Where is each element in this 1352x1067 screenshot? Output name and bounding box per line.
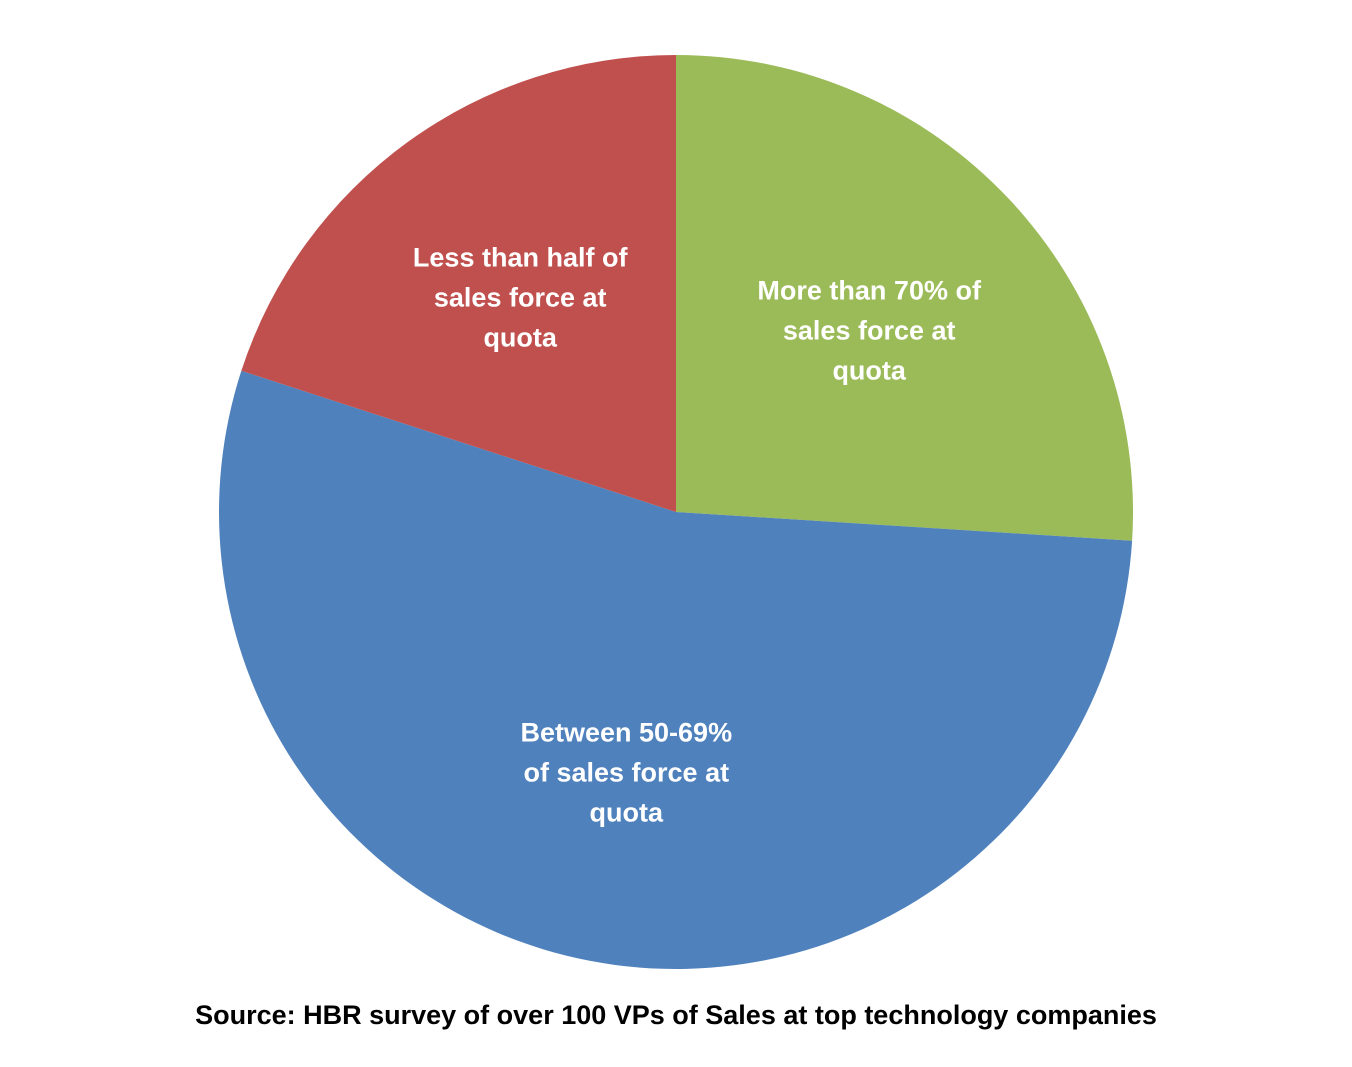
pie-slice-label-line: sales force at	[783, 316, 956, 346]
pie-slice-less-than-half-of-sales-force-at-quota	[241, 55, 676, 512]
pie-slice-label-line: quota	[483, 323, 557, 353]
pie-slice-label-between-50-69-of-sales-force-at-quota: Between 50-69% of sales force at quota	[520, 717, 732, 827]
pie-slice-between-50-69-of-sales-force-at-quota	[219, 370, 1133, 970]
pie-chart-svg: More than 70% of sales force at quotaBetwe…	[219, 54, 1134, 970]
labels-group: More than 70% of sales force at quotaBetwe…	[413, 243, 982, 828]
source-caption: Source: HBR survey of over 100 VPs of Sa…	[195, 1000, 1157, 1030]
pie-slice-label-more-than-70-of-sales-force-at-quota: More than 70% of sales force at quota	[757, 276, 982, 386]
pie-slice-more-than-70-of-sales-force-at-quota	[676, 54, 1134, 541]
pie-slice-label-line: quota	[590, 797, 664, 827]
pie-slice-label-less-than-half-of-sales-force-at-quota: Less than half of sales force at quota	[413, 243, 629, 353]
slices-group	[219, 54, 1134, 970]
pie-slice-label-line: quota	[832, 356, 906, 386]
pie-slice-label-line: Between 50-69%	[520, 717, 732, 747]
pie-slice-label-line: sales force at	[434, 283, 607, 313]
pie-slice-label-line: More than 70% of	[757, 276, 982, 306]
pie-slice-label-line: Less than half of	[413, 243, 629, 273]
pie-slice-label-line: of sales force at	[524, 757, 730, 787]
